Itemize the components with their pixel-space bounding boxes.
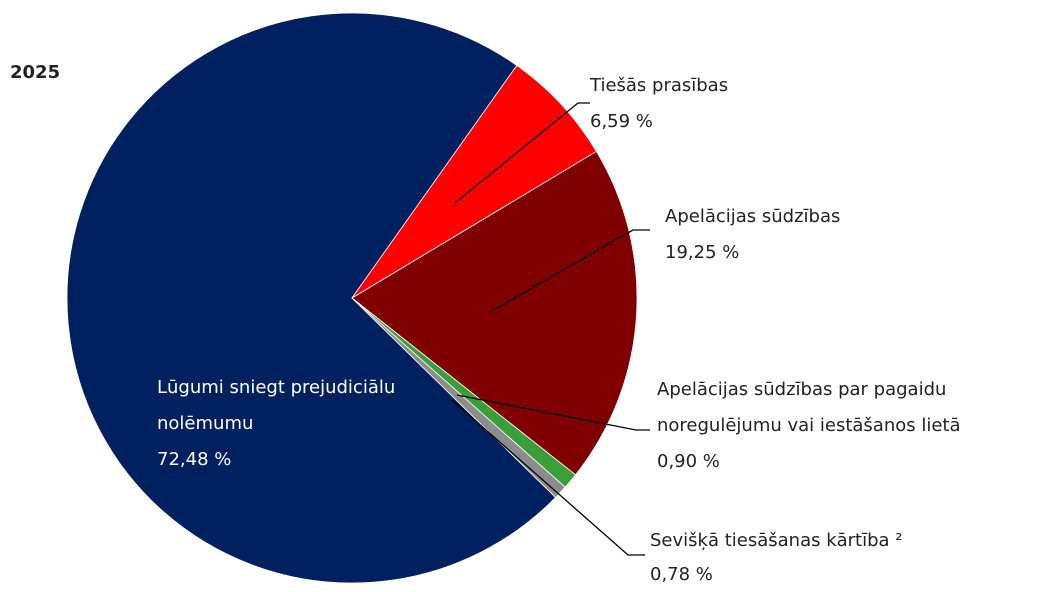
leader-line bbox=[454, 102, 590, 204]
slice-label: Lūgumi sniegt prejudiciālu nolēmumu 72,48… bbox=[157, 370, 397, 478]
label-name: Sevišķā tiesāšanas kārtība ² bbox=[650, 530, 903, 551]
pie-slice bbox=[66, 12, 557, 584]
leader-line bbox=[451, 399, 645, 556]
slice-label: Apelācijas sūdzības par pagaidu noregulē… bbox=[657, 372, 1053, 480]
pie-slice bbox=[351, 297, 566, 498]
label-value: 0,78 % bbox=[650, 564, 713, 585]
label-value: 6,59 % bbox=[590, 111, 653, 132]
label-name: Apelācijas sūdzības par pagaidu noregulē… bbox=[657, 379, 961, 436]
label-name: Tiešās prasības bbox=[590, 75, 729, 96]
label-value: 0,90 % bbox=[657, 451, 720, 472]
label-value: 72,48 % bbox=[157, 449, 232, 470]
chart-title: 2025 bbox=[10, 62, 61, 83]
leader-line bbox=[456, 394, 650, 431]
leader-line bbox=[491, 229, 650, 312]
slice-label: Apelācijas sūdzības 19,25 % bbox=[665, 199, 965, 271]
slice-label: Sevišķā tiesāšanas kārtība ² 0,78 % bbox=[650, 524, 1050, 592]
label-name: Lūgumi sniegt prejudiciālu nolēmumu bbox=[157, 377, 396, 434]
pie-slice bbox=[351, 150, 638, 476]
label-value: 19,25 % bbox=[665, 242, 740, 263]
label-name: Apelācijas sūdzības bbox=[665, 206, 841, 227]
pie-slice bbox=[351, 64, 597, 299]
slice-label: Tiešās prasības 6,59 % bbox=[590, 68, 890, 140]
